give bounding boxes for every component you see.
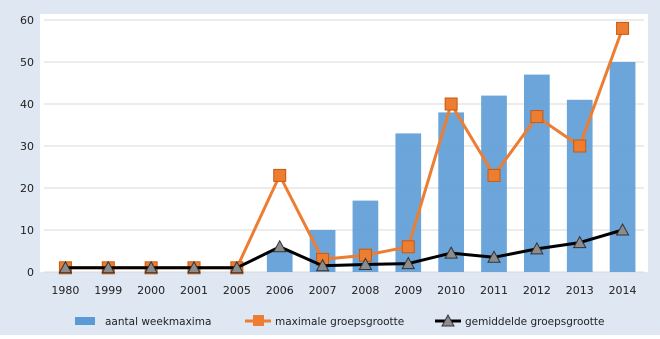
legend-swatch-bar: [75, 317, 95, 325]
y-tick-label: 60: [20, 14, 34, 27]
line-marker-triangle: [358, 257, 373, 270]
legend-marker-square: [253, 315, 264, 326]
x-tick-label: 2006: [266, 284, 294, 297]
line-marker-square: [530, 110, 544, 124]
line-marker-square: [273, 168, 287, 182]
line-marker-square: [616, 21, 630, 35]
x-tick-label: 2000: [137, 284, 165, 297]
series-line: [65, 228, 623, 270]
x-tick-label: 2012: [523, 284, 551, 297]
x-tick-label: 2001: [180, 284, 208, 297]
y-tick-label: 50: [20, 56, 34, 69]
x-tick-label: 2011: [480, 284, 508, 297]
legend-label: maximale groepsgrootte: [275, 316, 404, 328]
line-marker-triangle: [530, 241, 544, 255]
line-marker-square: [573, 139, 587, 153]
legend-label: gemiddelde groepsgrootte: [465, 316, 605, 328]
y-tick-label: 30: [20, 140, 34, 153]
x-tick-label: 2010: [437, 284, 465, 297]
line-marker-square: [444, 97, 458, 111]
bar: [524, 74, 550, 272]
line-marker-triangle: [401, 256, 416, 270]
legend-label: aantal weekmaxima: [105, 316, 211, 328]
line-marker-triangle: [272, 239, 287, 253]
legend-marker-triangle: [441, 313, 455, 327]
bar: [438, 112, 464, 273]
line-marker-triangle: [187, 260, 201, 274]
bar: [266, 251, 293, 272]
x-tick-label: 2013: [566, 284, 594, 297]
x-tick-label: 1999: [94, 284, 122, 297]
plot-area: [40, 14, 648, 272]
x-tick-label: 1980: [51, 284, 79, 297]
line-marker-triangle: [487, 250, 501, 263]
line-marker-triangle: [572, 235, 587, 249]
x-tick-label: 2014: [609, 284, 637, 297]
bar: [481, 95, 507, 272]
line-marker-triangle: [101, 260, 116, 274]
line-marker-square: [401, 240, 415, 254]
y-tick-label: 40: [20, 98, 34, 111]
y-tick-label: 20: [20, 182, 34, 195]
x-tick-label: 2008: [351, 284, 379, 297]
y-tick-label: 0: [27, 266, 34, 279]
line-marker-triangle: [58, 260, 73, 274]
y-tick-label: 10: [20, 224, 34, 237]
x-tick-label: 2007: [309, 284, 337, 297]
line-marker-triangle: [144, 260, 158, 274]
bar: [609, 62, 636, 272]
line-marker-triangle: [230, 260, 244, 274]
line-marker-triangle: [444, 246, 458, 259]
line-marker-triangle: [615, 222, 630, 236]
x-tick-label: 2005: [223, 284, 251, 297]
line-marker-triangle: [315, 258, 330, 272]
x-tick-label: 2009: [394, 284, 422, 297]
line-marker-square: [487, 168, 501, 182]
